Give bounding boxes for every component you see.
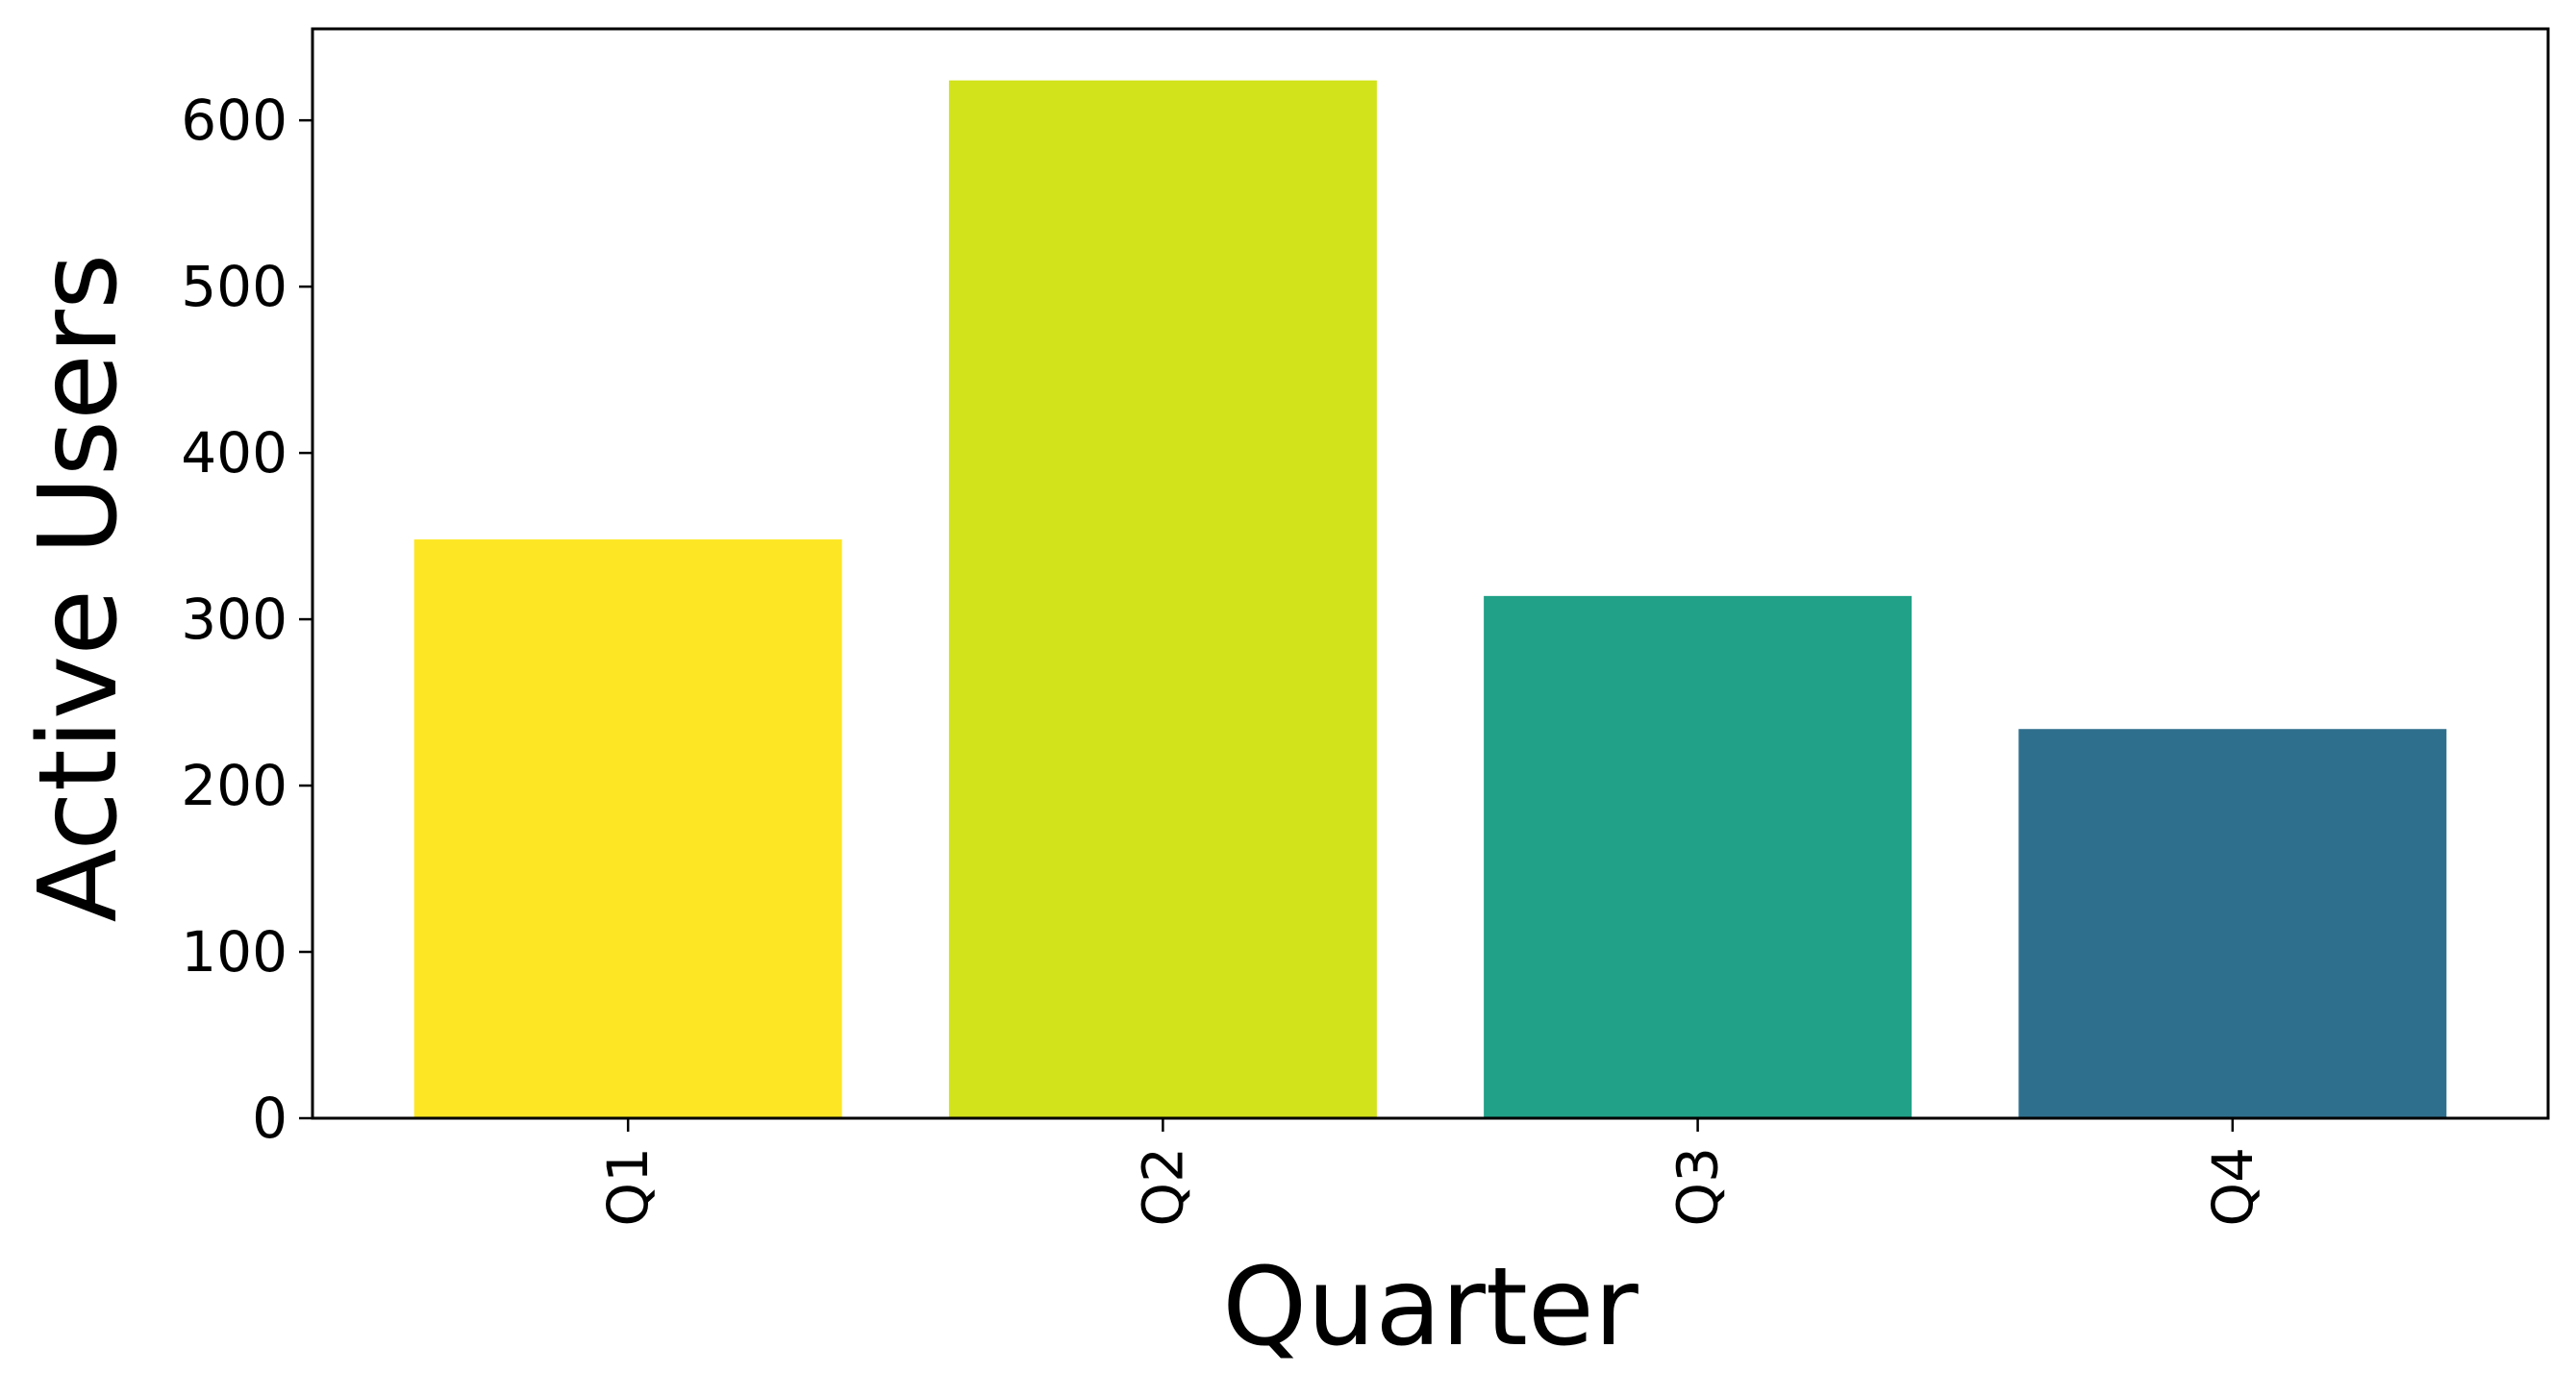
y-tick-label: 0 (252, 1086, 288, 1151)
x-axis: Q1 Q2 Q3 Q4 (595, 1118, 2265, 1227)
x-tick-label: Q3 (1665, 1147, 1731, 1227)
y-tick-label: 200 (181, 753, 288, 818)
bar-q1 (413, 539, 842, 1118)
x-tick-label: Q2 (1130, 1147, 1195, 1227)
y-tick-label: 400 (181, 420, 288, 486)
x-axis-title: Quarter (1222, 1245, 1639, 1370)
bar-q3 (1484, 595, 1913, 1118)
x-tick-label: Q4 (2200, 1147, 2265, 1227)
y-tick-label: 100 (181, 919, 288, 985)
bar-q2 (948, 80, 1377, 1118)
y-tick-label: 600 (181, 87, 288, 153)
bar-q4 (2018, 729, 2447, 1118)
y-tick-label: 500 (181, 254, 288, 319)
y-tick-label: 300 (181, 587, 288, 652)
y-axis: 0 100 200 300 400 500 600 (181, 87, 313, 1151)
y-axis-title: Active Users (16, 254, 141, 923)
x-tick-label: Q1 (595, 1147, 661, 1227)
plot-frame (311, 27, 2550, 1120)
bars-layer (413, 80, 2447, 1118)
